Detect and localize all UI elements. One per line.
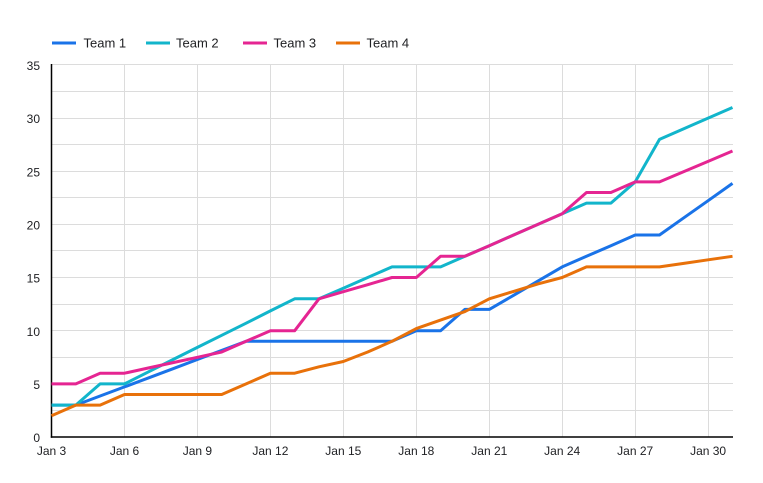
svg-text:Jan 21: Jan 21 [471,444,507,458]
svg-text:5: 5 [33,378,40,392]
svg-text:Jan 27: Jan 27 [617,444,653,458]
svg-text:30: 30 [27,112,41,126]
svg-text:Jan 24: Jan 24 [544,444,580,458]
svg-text:20: 20 [27,219,41,233]
svg-text:35: 35 [27,59,41,73]
svg-text:Jan 9: Jan 9 [183,444,213,458]
svg-text:0: 0 [33,431,40,445]
svg-text:Team 2: Team 2 [176,36,219,51]
svg-text:Jan 6: Jan 6 [110,444,140,458]
svg-text:Jan 15: Jan 15 [325,444,361,458]
svg-text:Team 4: Team 4 [367,36,410,51]
svg-text:Jan 18: Jan 18 [398,444,434,458]
svg-text:Team 3: Team 3 [274,36,317,51]
svg-text:25: 25 [27,165,41,179]
svg-text:Jan 30: Jan 30 [690,444,726,458]
svg-text:Team 1: Team 1 [84,36,127,51]
svg-text:Jan 3: Jan 3 [37,444,67,458]
svg-text:Jan 12: Jan 12 [252,444,288,458]
svg-text:15: 15 [27,272,41,286]
svg-text:10: 10 [27,325,41,339]
